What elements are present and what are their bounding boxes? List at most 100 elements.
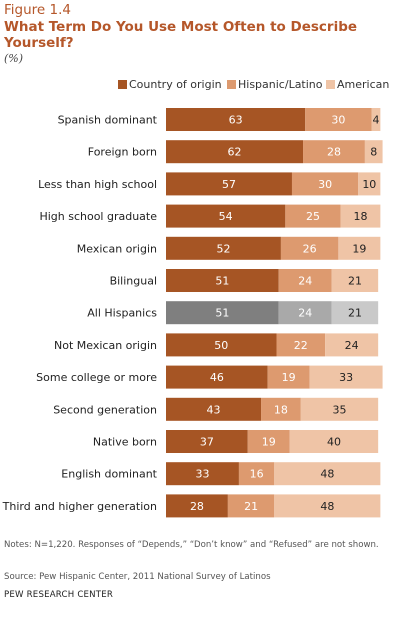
legend-label: Hispanic/Latino xyxy=(238,78,323,91)
data-label-mexican-origin-hispanic-latino: 26 xyxy=(303,242,317,255)
figure-label: Figure 1.4 xyxy=(4,2,71,18)
bar-bilingual-country-of-origin xyxy=(166,269,279,292)
bar-foreign-born-country-of-origin xyxy=(166,140,304,164)
bar-less-than-high-school-country-of-origin xyxy=(166,172,292,196)
data-label-spanish-dominant-american: 4 xyxy=(372,114,379,127)
bar-bilingual-hispanic-latino xyxy=(278,269,332,292)
data-label-not-mexican-origin-american: 24 xyxy=(345,339,359,352)
data-label-native-born-american: 40 xyxy=(327,436,341,449)
bar-foreign-born-hispanic-latino xyxy=(303,140,365,164)
data-label-less-than-high-school-hispanic-latino: 30 xyxy=(318,178,332,191)
category-label-native-born: Native born xyxy=(93,436,157,449)
legend-item-country-of-origin: Country of origin xyxy=(118,78,222,91)
bar-some-college-or-more-country-of-origin xyxy=(166,365,268,389)
legend-swatch xyxy=(326,80,335,89)
category-label-mexican-origin: Mexican origin xyxy=(77,242,157,255)
data-label-less-than-high-school-american: 10 xyxy=(362,178,376,191)
category-label-english-dominant: English dominant xyxy=(61,468,157,481)
bar-english-dominant-country-of-origin xyxy=(166,462,239,486)
bar-less-than-high-school-hispanic-latino xyxy=(291,172,359,196)
stacked-bar-chart: Spanish dominant 63 30 4 Foreign born 62 28 8 Le… xyxy=(2,108,383,518)
bar-second-generation-american xyxy=(300,397,379,421)
data-label-bilingual-hispanic-latino: 24 xyxy=(298,275,312,288)
data-label-high-school-graduate-country-of-origin: 54 xyxy=(219,210,233,223)
data-label-bilingual-country-of-origin: 51 xyxy=(215,275,229,288)
bar-mexican-origin-hispanic-latino xyxy=(280,236,339,260)
legend: Country of origin Hispanic/Latino Americ… xyxy=(0,78,405,92)
category-label-spanish-dominant: Spanish dominant xyxy=(58,114,158,127)
bar-second-generation-country-of-origin xyxy=(166,397,262,421)
category-label-all-hispanics: All Hispanics xyxy=(87,307,157,320)
data-label-some-college-or-more-hispanic-latino: 19 xyxy=(282,371,296,384)
bar-third-and-higher-generation-country-of-origin xyxy=(166,494,228,518)
data-label-all-hispanics-american: 21 xyxy=(348,307,362,320)
data-label-less-than-high-school-country-of-origin: 57 xyxy=(222,178,236,191)
bar-not-mexican-origin-american xyxy=(325,333,379,357)
bar-foreign-born-american xyxy=(364,140,383,164)
data-label-english-dominant-american: 48 xyxy=(320,468,334,481)
bar-mexican-origin-american xyxy=(338,236,381,260)
bar-english-dominant-american xyxy=(274,462,381,486)
data-label-english-dominant-country-of-origin: 33 xyxy=(195,468,209,481)
data-label-some-college-or-more-country-of-origin: 46 xyxy=(210,371,224,384)
chart-subtitle: (%) xyxy=(4,52,24,65)
bar-less-than-high-school-american xyxy=(358,172,381,196)
bar-high-school-graduate-american xyxy=(340,204,381,228)
bar-spanish-dominant-country-of-origin xyxy=(166,108,306,131)
chart-title: What Term Do You Use Most Often to Descr… xyxy=(4,19,358,51)
legend-swatch xyxy=(227,80,236,89)
category-label-high-school-graduate: High school graduate xyxy=(39,210,157,223)
data-label-high-school-graduate-american: 18 xyxy=(353,210,367,223)
category-label-foreign-born: Foreign born xyxy=(88,146,157,159)
data-label-bilingual-american: 21 xyxy=(348,275,362,288)
bar-some-college-or-more-american xyxy=(309,365,383,389)
chart-source: Source: Pew Hispanic Center, 2011 Nation… xyxy=(4,572,271,582)
data-label-third-and-higher-generation-country-of-origin: 28 xyxy=(190,500,204,513)
legend-item-hispanic-latino: Hispanic/Latino xyxy=(227,78,323,91)
data-label-native-born-country-of-origin: 37 xyxy=(200,436,214,449)
bar-all-hispanics-american xyxy=(331,301,379,325)
bar-bilingual-american xyxy=(331,269,379,292)
data-label-some-college-or-more-american: 33 xyxy=(339,371,353,384)
bar-some-college-or-more-hispanic-latino xyxy=(267,365,310,389)
data-label-not-mexican-origin-hispanic-latino: 22 xyxy=(294,339,308,352)
bar-mexican-origin-country-of-origin xyxy=(166,236,281,260)
bar-high-school-graduate-country-of-origin xyxy=(166,204,286,228)
bar-native-born-hispanic-latino xyxy=(247,430,290,453)
category-label-some-college-or-more: Some college or more xyxy=(36,371,157,384)
data-label-third-and-higher-generation-hispanic-latino: 21 xyxy=(244,500,258,513)
bar-high-school-graduate-hispanic-latino xyxy=(285,204,341,228)
brand-label: PEW RESEARCH CENTER xyxy=(4,590,114,600)
data-label-all-hispanics-country-of-origin: 51 xyxy=(215,307,229,320)
bar-english-dominant-hispanic-latino xyxy=(238,462,275,486)
bar-third-and-higher-generation-hispanic-latino xyxy=(227,494,275,518)
data-label-foreign-born-hispanic-latino: 28 xyxy=(327,146,341,159)
bar-not-mexican-origin-country-of-origin xyxy=(166,333,277,357)
bar-native-born-american xyxy=(289,430,379,453)
legend-item-american: American xyxy=(326,78,389,91)
data-label-mexican-origin-country-of-origin: 52 xyxy=(216,242,230,255)
data-label-english-dominant-hispanic-latino: 16 xyxy=(250,468,264,481)
category-label-second-generation: Second generation xyxy=(53,403,157,416)
data-label-mexican-origin-american: 19 xyxy=(352,242,366,255)
data-label-second-generation-american: 35 xyxy=(332,403,346,416)
category-label-third-and-higher-generation: Third and higher generation xyxy=(2,500,157,513)
category-label-bilingual: Bilingual xyxy=(110,275,157,288)
legend-label: Country of origin xyxy=(129,78,222,91)
bar-not-mexican-origin-hispanic-latino xyxy=(276,333,326,357)
data-label-spanish-dominant-country-of-origin: 63 xyxy=(229,114,243,127)
bar-all-hispanics-hispanic-latino xyxy=(278,301,332,325)
data-label-all-hispanics-hispanic-latino: 24 xyxy=(298,307,312,320)
data-label-spanish-dominant-hispanic-latino: 30 xyxy=(331,114,345,127)
category-label-less-than-high-school: Less than high school xyxy=(38,178,157,191)
data-label-native-born-hispanic-latino: 19 xyxy=(262,436,276,449)
data-label-foreign-born-country-of-origin: 62 xyxy=(228,146,242,159)
data-label-foreign-born-american: 8 xyxy=(370,146,377,159)
data-label-third-and-higher-generation-american: 48 xyxy=(320,500,334,513)
data-label-second-generation-hispanic-latino: 18 xyxy=(274,403,288,416)
bar-spanish-dominant-hispanic-latino xyxy=(305,108,372,131)
data-label-high-school-graduate-hispanic-latino: 25 xyxy=(306,210,320,223)
category-label-not-mexican-origin: Not Mexican origin xyxy=(54,339,157,352)
legend-swatch xyxy=(118,80,127,89)
data-label-not-mexican-origin-country-of-origin: 50 xyxy=(214,339,228,352)
